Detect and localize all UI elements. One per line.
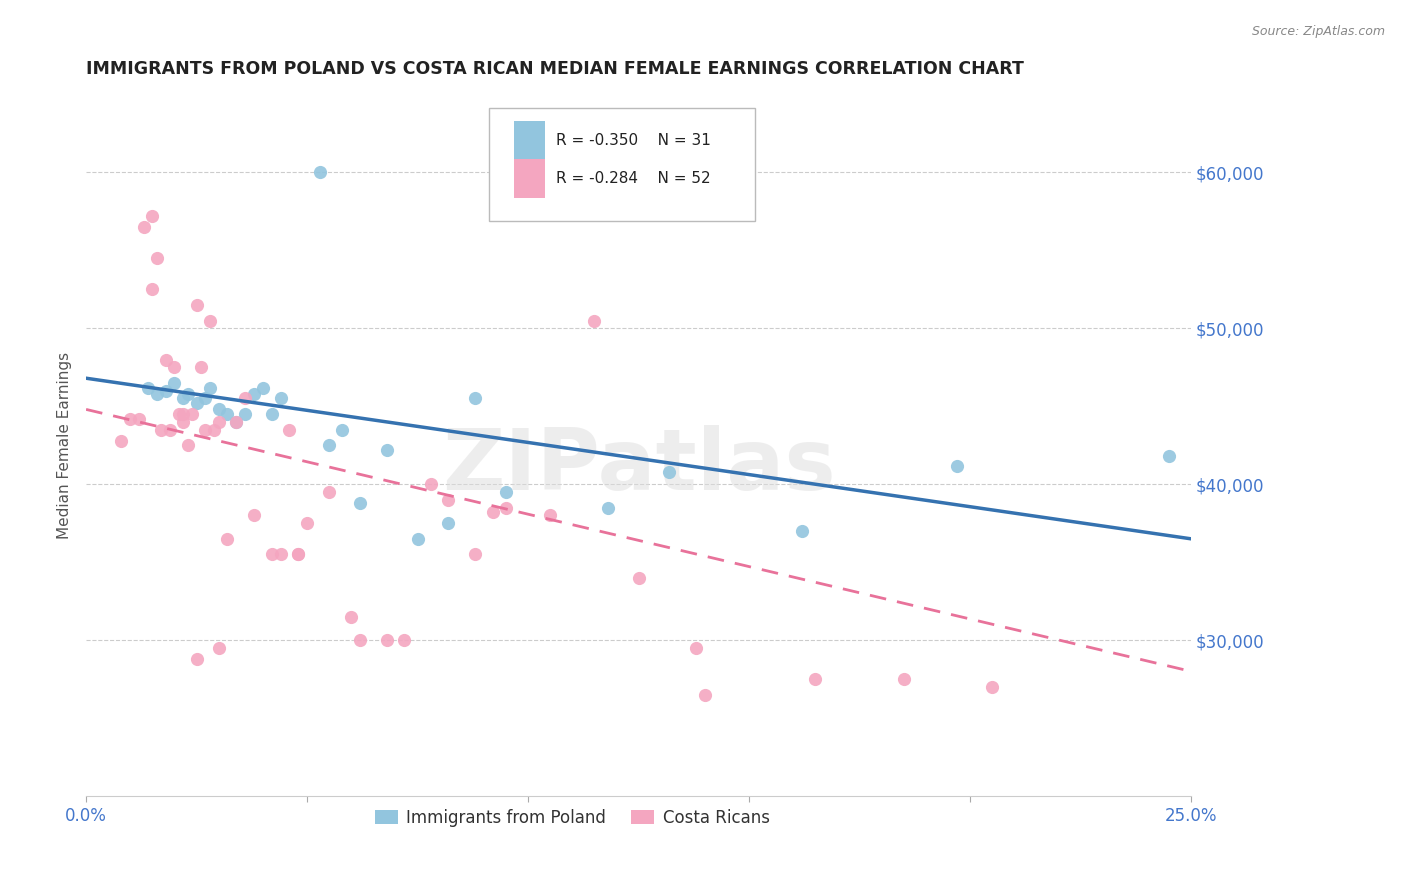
Bar <box>513 120 544 160</box>
Point <box>141 282 163 296</box>
Point <box>146 251 169 265</box>
Point <box>225 415 247 429</box>
Point <box>270 392 292 406</box>
Point <box>495 500 517 515</box>
Point <box>406 532 429 546</box>
Point <box>252 380 274 394</box>
Point <box>136 380 159 394</box>
Bar <box>513 160 544 198</box>
Point <box>627 571 650 585</box>
Point <box>243 386 266 401</box>
Point <box>260 548 283 562</box>
Point <box>186 652 208 666</box>
Point <box>394 633 416 648</box>
Point <box>481 505 503 519</box>
Point <box>120 411 142 425</box>
Point <box>181 407 204 421</box>
Point <box>287 548 309 562</box>
Point <box>159 423 181 437</box>
Point <box>186 396 208 410</box>
Point <box>202 423 225 437</box>
Point <box>278 423 301 437</box>
Point <box>295 516 318 531</box>
Point <box>495 485 517 500</box>
Point <box>583 313 606 327</box>
Point <box>1157 449 1180 463</box>
Point <box>208 415 231 429</box>
Point <box>146 386 169 401</box>
Point <box>332 423 354 437</box>
Point <box>167 407 190 421</box>
Point <box>340 609 363 624</box>
Point <box>194 423 217 437</box>
Point <box>217 532 239 546</box>
Point <box>190 360 212 375</box>
Point <box>155 384 177 398</box>
Point <box>375 633 398 648</box>
Point <box>893 672 915 686</box>
Point <box>419 477 441 491</box>
Point <box>804 672 827 686</box>
Point <box>287 548 309 562</box>
Point <box>186 298 208 312</box>
Point <box>198 313 221 327</box>
Point <box>141 209 163 223</box>
Point <box>945 458 967 473</box>
Point <box>132 219 155 234</box>
Point <box>596 500 619 515</box>
Point <box>198 380 221 394</box>
Point <box>177 386 200 401</box>
Point <box>260 407 283 421</box>
Point <box>172 415 194 429</box>
Point <box>128 411 150 425</box>
Point <box>172 392 194 406</box>
Point <box>163 360 186 375</box>
Point <box>318 485 340 500</box>
Point <box>437 516 460 531</box>
Point <box>309 165 332 179</box>
Point <box>981 680 1004 694</box>
Point <box>177 438 200 452</box>
Point <box>243 508 266 523</box>
Point <box>150 423 173 437</box>
Point <box>233 407 256 421</box>
Point <box>790 524 813 538</box>
Point <box>163 376 186 390</box>
Text: ZIPatlas: ZIPatlas <box>441 425 835 508</box>
Point <box>318 438 340 452</box>
Point <box>208 640 231 655</box>
Point <box>693 688 716 702</box>
Text: R = -0.284    N = 52: R = -0.284 N = 52 <box>555 171 710 186</box>
Point <box>233 392 256 406</box>
FancyBboxPatch shape <box>489 109 755 220</box>
Point <box>464 392 486 406</box>
Point <box>349 633 371 648</box>
Point <box>208 402 231 417</box>
Point <box>217 407 239 421</box>
Text: Source: ZipAtlas.com: Source: ZipAtlas.com <box>1251 25 1385 38</box>
Point <box>437 492 460 507</box>
Y-axis label: Median Female Earnings: Median Female Earnings <box>58 351 72 539</box>
Text: R = -0.350    N = 31: R = -0.350 N = 31 <box>555 133 710 147</box>
Point <box>464 548 486 562</box>
Point <box>538 508 561 523</box>
Point <box>110 434 132 448</box>
Point <box>658 465 681 479</box>
Point <box>225 415 247 429</box>
Point <box>349 496 371 510</box>
Point <box>375 442 398 457</box>
Point <box>155 352 177 367</box>
Text: IMMIGRANTS FROM POLAND VS COSTA RICAN MEDIAN FEMALE EARNINGS CORRELATION CHART: IMMIGRANTS FROM POLAND VS COSTA RICAN ME… <box>86 60 1024 78</box>
Point <box>194 392 217 406</box>
Legend: Immigrants from Poland, Costa Ricans: Immigrants from Poland, Costa Ricans <box>368 802 776 833</box>
Point <box>172 407 194 421</box>
Point <box>270 548 292 562</box>
Point <box>685 640 707 655</box>
